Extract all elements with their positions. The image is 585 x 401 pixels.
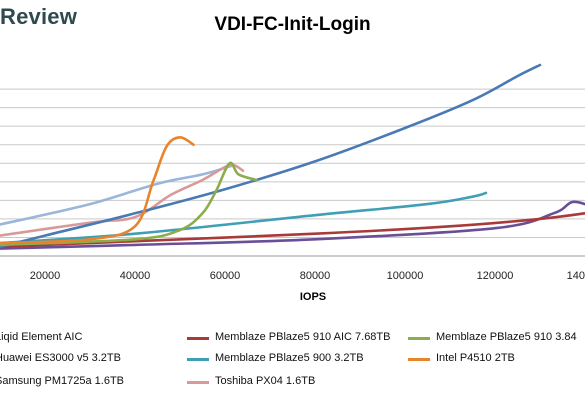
series-line-6 [0, 163, 236, 226]
series-line-1 [0, 212, 585, 248]
series-lines [0, 63, 585, 250]
x-tick-label-3: 80000 [300, 270, 331, 282]
x-tick-label-1: 40000 [120, 270, 151, 282]
x-tick-label-0: 20000 [30, 270, 61, 282]
x-axis-title: IOPS [300, 291, 326, 303]
chart-title: VDI-FC-Init-Login [214, 14, 371, 35]
series-line-3 [0, 200, 585, 250]
series-line-4 [0, 191, 488, 245]
x-tick-label-4: 100000 [387, 270, 424, 282]
gridlines [0, 88, 585, 257]
x-tick-label-5: 120000 [477, 270, 514, 282]
x-tick-label-6: 140000 [567, 270, 585, 282]
x-tick-label-2: 60000 [210, 270, 241, 282]
series-line-5 [0, 136, 195, 245]
series-line-0 [0, 63, 542, 248]
x-axis-tick-labels: 20000 40000 60000 80000 100000 120000 140000 [30, 270, 585, 282]
review-watermark: Review [0, 4, 78, 29]
series-line-2 [0, 161, 258, 247]
